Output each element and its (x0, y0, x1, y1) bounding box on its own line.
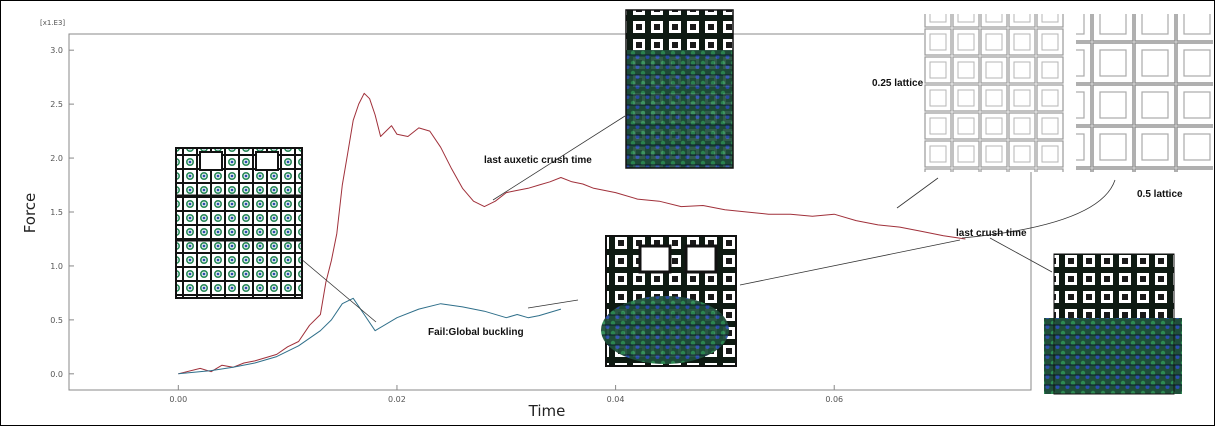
leader-lattice-05 (961, 179, 1116, 239)
structure-image-left (175, 147, 303, 299)
x-tick-label: 0.06 (825, 395, 843, 404)
series-line-2 (178, 297, 562, 375)
axis-scale-label: [x1.E3] (40, 19, 65, 27)
x-tick-label: 0.02 (388, 395, 406, 404)
y-tick-label: 2.0 (50, 154, 63, 163)
y-axis-ticks: 0.0 0.5 1.0 1.5 2.0 2.5 3.0 (50, 46, 74, 379)
y-tick-label: 0.5 (50, 316, 63, 325)
x-axis-ticks: 0.00 0.02 0.04 0.06 (169, 385, 843, 404)
y-tick-label: 0.0 (50, 370, 63, 379)
y-tick-label: 1.0 (50, 262, 63, 271)
leader-buckling (527, 299, 579, 309)
annotation-lattice-05: 0.5 lattice (1137, 189, 1183, 200)
x-tick-label: 0.00 (169, 395, 187, 404)
y-tick-label: 1.5 (50, 208, 63, 217)
leader-auxetic-crush (492, 115, 626, 201)
x-axis-title: Time (528, 402, 566, 420)
leader-lattice-025 (896, 177, 939, 209)
structure-image-right (1044, 253, 1182, 395)
annotation-global-buckling: Fail:Global buckling (428, 327, 524, 338)
leader-lines (299, 115, 1116, 323)
series-line-1 (178, 92, 966, 375)
structure-image-top-center (625, 9, 734, 169)
annotation-auxetic-crush: last auxetic crush time (484, 155, 592, 166)
lattice-image-025 (924, 14, 1064, 172)
annotation-lattice-025: 0.25 lattice (872, 78, 924, 89)
annotation-last-crush: last crush time (956, 228, 1027, 239)
x-tick-label: 0.04 (607, 395, 625, 404)
y-axis-title: Force (21, 193, 39, 234)
leader-center-structure (739, 239, 961, 286)
leader-left-structure (299, 257, 377, 323)
lattice-image-05 (1076, 14, 1213, 172)
y-tick-label: 2.5 (50, 100, 63, 109)
y-tick-label: 3.0 (50, 46, 63, 55)
series-layer (178, 92, 966, 375)
leader-right-structure (989, 237, 1053, 273)
structure-image-center (601, 235, 737, 367)
